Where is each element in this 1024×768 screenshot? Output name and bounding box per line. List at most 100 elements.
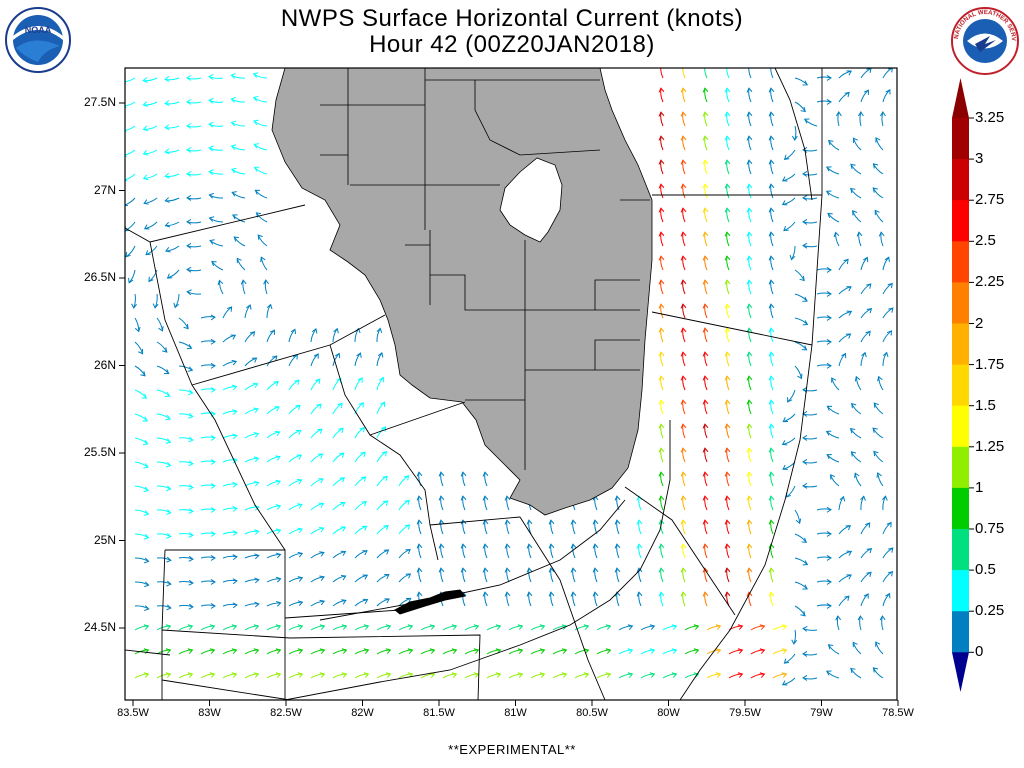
current-arrowhead bbox=[460, 519, 467, 525]
current-arrowhead bbox=[570, 591, 577, 597]
current-arrowhead bbox=[826, 531, 832, 537]
current-arrowhead bbox=[333, 327, 339, 334]
current-arrowhead bbox=[885, 88, 891, 95]
current-arrowhead bbox=[142, 439, 149, 446]
current-arrowhead bbox=[385, 624, 392, 630]
current-arrowhead bbox=[759, 624, 766, 630]
current-arrowhead bbox=[504, 567, 511, 573]
current-arrowhead bbox=[254, 601, 260, 608]
current-arrowhead bbox=[746, 279, 753, 285]
current-arrowhead bbox=[188, 555, 194, 562]
current-arrowhead bbox=[359, 426, 365, 433]
current-arrowhead bbox=[361, 501, 368, 507]
current-arrowhead bbox=[188, 389, 194, 396]
current-arrowhead bbox=[605, 672, 612, 678]
current-arrowhead bbox=[825, 166, 832, 172]
current-arrowhead bbox=[252, 382, 259, 389]
current-arrowhead bbox=[802, 625, 808, 632]
current-arrowhead bbox=[187, 366, 194, 372]
current-arrowhead bbox=[702, 495, 709, 501]
current-arrowhead bbox=[297, 503, 303, 509]
y-tick-label: 24.5N bbox=[83, 620, 116, 634]
current-arrowhead bbox=[482, 495, 489, 501]
current-arrowhead bbox=[658, 399, 665, 405]
current-arrowhead bbox=[802, 459, 808, 465]
current-arrowhead bbox=[188, 460, 194, 467]
current-arrowhead bbox=[148, 276, 154, 283]
current-arrowhead bbox=[702, 375, 709, 381]
current-arrowhead bbox=[208, 192, 214, 199]
current-arrowhead bbox=[680, 207, 687, 213]
current-arrowhead bbox=[702, 159, 709, 165]
current-arrowhead bbox=[724, 495, 731, 501]
current-arrowhead bbox=[252, 95, 259, 102]
current-arrowhead bbox=[138, 349, 144, 355]
current-arrowhead bbox=[473, 648, 480, 654]
current-arrowhead bbox=[166, 556, 172, 563]
current-arrowhead bbox=[253, 624, 260, 630]
colorbar-label: 2 bbox=[975, 314, 984, 332]
current-arrowhead bbox=[724, 351, 731, 357]
current-arrowhead bbox=[404, 524, 411, 530]
current-arrowhead bbox=[186, 123, 192, 129]
current-arrowhead bbox=[539, 672, 546, 678]
current-arrowhead bbox=[187, 672, 194, 678]
current-arrowhead bbox=[702, 399, 709, 405]
current-arrowhead bbox=[232, 602, 238, 609]
current-arrowhead bbox=[297, 600, 304, 606]
current-arrowhead bbox=[702, 183, 709, 189]
current-arrowhead bbox=[783, 154, 790, 161]
current-arrowhead bbox=[826, 362, 832, 369]
current-arrowhead bbox=[833, 231, 840, 238]
current-arrowhead bbox=[850, 163, 856, 170]
current-arrowhead bbox=[877, 375, 883, 382]
current-arrowhead bbox=[255, 212, 262, 218]
current-arrowhead bbox=[231, 359, 238, 366]
current-arrowhead bbox=[209, 648, 216, 654]
current-arrowhead bbox=[274, 406, 280, 412]
current-arrowhead bbox=[592, 591, 599, 597]
current-arrowhead bbox=[797, 373, 803, 380]
current-arrowhead bbox=[164, 148, 170, 155]
current-arrowhead bbox=[636, 519, 643, 525]
current-arrowhead bbox=[768, 207, 775, 213]
current-streamlines bbox=[125, 68, 894, 686]
current-arrowhead bbox=[768, 351, 775, 357]
current-arrowhead bbox=[275, 576, 282, 583]
current-arrowhead bbox=[227, 306, 233, 312]
current-arrowhead bbox=[887, 570, 894, 577]
current-arrowhead bbox=[230, 120, 237, 127]
current-arrowhead bbox=[636, 591, 643, 597]
current-arrowhead bbox=[768, 231, 775, 237]
current-arrowhead bbox=[845, 333, 852, 339]
current-arrowhead bbox=[145, 250, 151, 256]
current-arrowhead bbox=[702, 87, 709, 93]
current-arrowhead bbox=[275, 504, 282, 510]
current-arrowhead bbox=[801, 345, 808, 351]
current-arrowhead bbox=[232, 554, 238, 561]
current-arrowhead bbox=[746, 159, 753, 165]
current-arrowhead bbox=[143, 463, 149, 469]
current-arrowhead bbox=[658, 87, 665, 93]
current-arrowhead bbox=[658, 111, 665, 117]
current-arrowhead bbox=[275, 479, 282, 486]
current-arrowhead bbox=[875, 137, 881, 143]
current-arrowhead bbox=[296, 478, 303, 485]
current-arrowhead bbox=[451, 624, 458, 630]
current-arrowhead bbox=[583, 624, 590, 630]
current-arrowhead bbox=[232, 409, 238, 415]
current-arrowhead bbox=[737, 624, 744, 630]
current-arrowhead bbox=[276, 600, 282, 607]
current-arrowhead bbox=[210, 386, 216, 393]
current-arrowhead bbox=[852, 210, 858, 216]
current-arrowhead bbox=[671, 672, 678, 678]
current-arrowhead bbox=[209, 239, 215, 245]
current-arrowhead bbox=[781, 680, 788, 686]
current-arrowhead bbox=[252, 72, 259, 78]
current-arrowhead bbox=[863, 593, 869, 599]
current-arrowhead bbox=[658, 519, 665, 525]
current-arrowhead bbox=[341, 624, 348, 630]
current-arrowhead bbox=[526, 567, 533, 573]
current-arrowhead bbox=[800, 106, 806, 113]
current-arrowhead bbox=[356, 352, 362, 358]
